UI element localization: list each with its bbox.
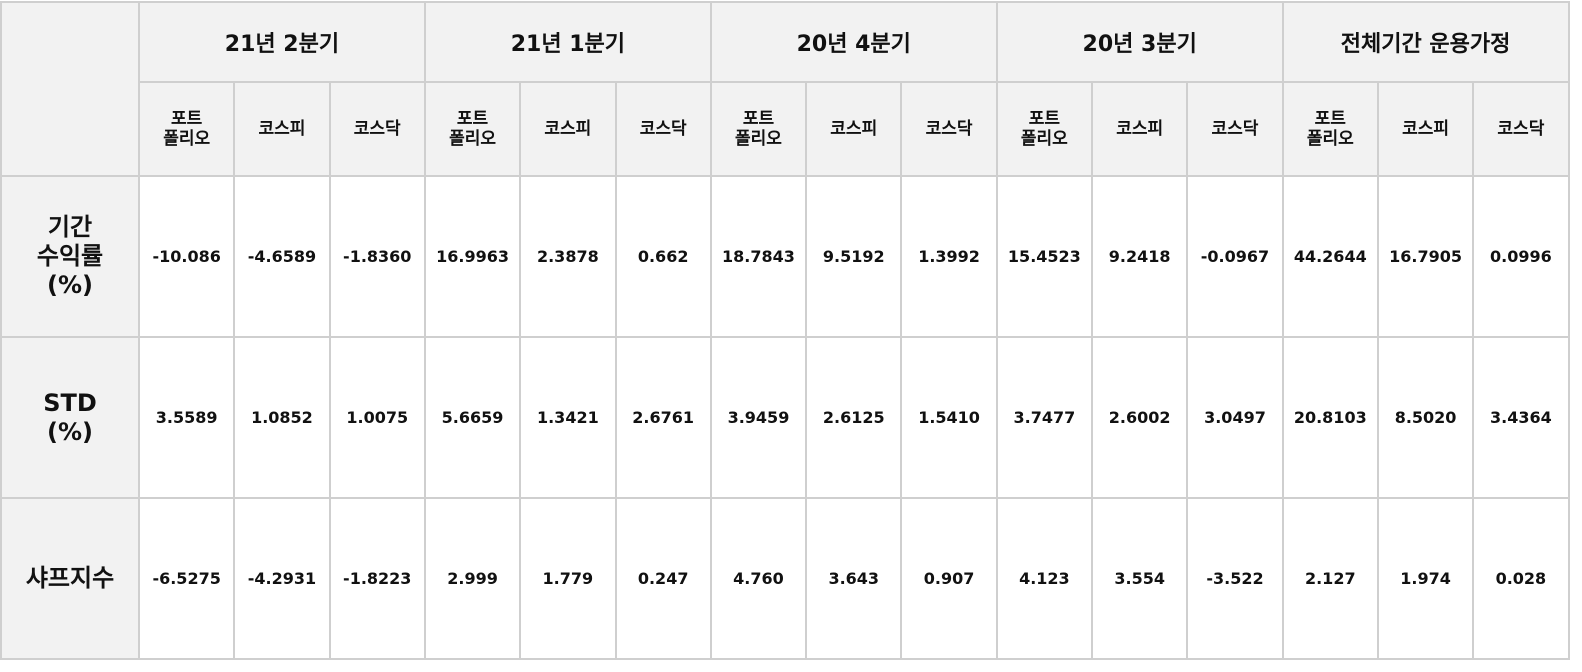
value-cell: 2.6125 bbox=[805, 336, 903, 499]
value-cell: 3.0497 bbox=[1186, 336, 1284, 499]
value-cell: 2.6002 bbox=[1091, 336, 1189, 499]
value-cell: 4.123 bbox=[995, 497, 1094, 660]
value-cell: -4.6589 bbox=[233, 175, 331, 338]
group-header: 21년 2분기 bbox=[138, 1, 426, 83]
sub-header: 포트 폴리오 bbox=[995, 81, 1094, 177]
data-row: STD (%) 3.5589 1.0852 1.0075 5.6659 1.3421 2.6… bbox=[0, 336, 1570, 499]
row-label: 샤프지수 bbox=[0, 497, 140, 660]
value-cell: 1.3421 bbox=[519, 336, 617, 499]
sub-header: 코스피 bbox=[1091, 81, 1189, 177]
value-cell: -1.8360 bbox=[328, 175, 426, 338]
sub-header: 코스피 bbox=[1376, 81, 1475, 177]
value-cell: 8.5020 bbox=[1376, 336, 1475, 499]
group-header: 21년 1분기 bbox=[423, 1, 712, 83]
value-cell: 2.6761 bbox=[614, 336, 712, 499]
data-row: 샤프지수 -6.5275 -4.2931 -1.8223 2.999 1.779 0.247… bbox=[0, 497, 1570, 660]
group-header-row: 21년 2분기 21년 1분기 20년 4분기 20년 3분기 전체기간 운용가정 bbox=[0, 1, 1570, 177]
value-cell: 2.999 bbox=[423, 497, 522, 660]
value-cell: 3.554 bbox=[1091, 497, 1189, 660]
value-cell: 20.8103 bbox=[1281, 336, 1379, 499]
value-cell: 0.662 bbox=[614, 175, 712, 338]
value-cell: 3.7477 bbox=[995, 336, 1094, 499]
value-cell: 15.4523 bbox=[995, 175, 1094, 338]
value-cell: 2.3878 bbox=[519, 175, 617, 338]
value-cell: 3.9459 bbox=[709, 336, 808, 499]
sub-header: 포트 폴리오 bbox=[423, 81, 522, 177]
value-cell: -10.086 bbox=[137, 175, 236, 338]
value-cell: 18.7843 bbox=[709, 175, 808, 338]
group-header: 20년 3분기 bbox=[995, 1, 1284, 83]
row-label: 기간 수익률 (%) bbox=[0, 175, 140, 338]
value-cell: 5.6659 bbox=[423, 336, 522, 499]
sub-header-row: 포트 폴리오 코스피 코스닥 포트 폴리오 코스피 코스닥 포트 폴리오 코스피 코스닥 포트 폴… bbox=[1, 81, 1570, 177]
sub-header: 코스피 bbox=[233, 81, 331, 177]
sub-header: 코스닥 bbox=[614, 81, 712, 177]
value-cell: 1.0852 bbox=[233, 336, 331, 499]
row-label: STD (%) bbox=[0, 336, 140, 499]
value-cell: 16.9963 bbox=[423, 175, 522, 338]
sub-header: 포트 폴리오 bbox=[1281, 81, 1379, 177]
value-cell: 3.5589 bbox=[137, 336, 236, 499]
sub-header: 코스닥 bbox=[328, 81, 426, 177]
value-cell: 16.7905 bbox=[1376, 175, 1475, 338]
sub-header: 포트 폴리오 bbox=[137, 81, 236, 177]
value-cell: 1.0075 bbox=[328, 336, 426, 499]
value-cell: -0.0967 bbox=[1186, 175, 1284, 338]
sub-header: 코스닥 bbox=[1186, 81, 1284, 177]
value-cell: 1.974 bbox=[1376, 497, 1475, 660]
value-cell: 0.028 bbox=[1472, 497, 1570, 660]
corner-cell bbox=[0, 1, 140, 177]
sub-header: 코스피 bbox=[519, 81, 617, 177]
value-cell: 2.127 bbox=[1281, 497, 1379, 660]
value-cell: 1.779 bbox=[519, 497, 617, 660]
value-cell: 44.2644 bbox=[1281, 175, 1379, 338]
sub-header: 포트 폴리오 bbox=[709, 81, 808, 177]
value-cell: 1.3992 bbox=[900, 175, 998, 338]
value-cell: 0.0996 bbox=[1472, 175, 1570, 338]
data-row: 기간 수익률 (%) -10.086 -4.6589 -1.8360 16.9963 2.… bbox=[0, 175, 1570, 338]
sub-header: 코스피 bbox=[805, 81, 903, 177]
value-cell: 9.5192 bbox=[805, 175, 903, 338]
value-cell: 1.5410 bbox=[900, 336, 998, 499]
value-cell: 9.2418 bbox=[1091, 175, 1189, 338]
value-cell: 4.760 bbox=[709, 497, 808, 660]
value-cell: -3.522 bbox=[1186, 497, 1284, 660]
value-cell: 3.4364 bbox=[1472, 336, 1570, 499]
sub-header: 코스닥 bbox=[900, 81, 998, 177]
sub-header: 코스닥 bbox=[1472, 81, 1570, 177]
value-cell: -6.5275 bbox=[137, 497, 236, 660]
group-header: 20년 4분기 bbox=[709, 1, 998, 83]
results-table: 21년 2분기 21년 1분기 20년 4분기 20년 3분기 전체기간 운용가정 포트 … bbox=[0, 1, 1570, 660]
value-cell: -4.2931 bbox=[233, 497, 331, 660]
group-header: 전체기간 운용가정 bbox=[1281, 1, 1570, 83]
value-cell: 0.907 bbox=[900, 497, 998, 660]
value-cell: 0.247 bbox=[614, 497, 712, 660]
value-cell: 3.643 bbox=[805, 497, 903, 660]
value-cell: -1.8223 bbox=[328, 497, 426, 660]
